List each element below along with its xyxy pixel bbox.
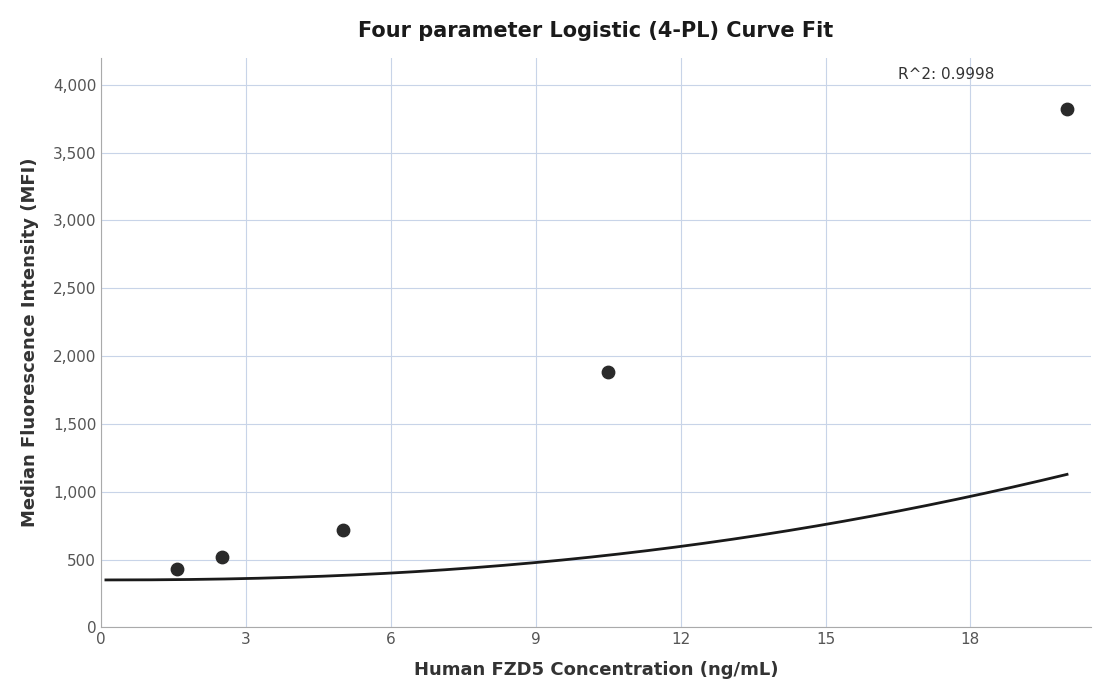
Y-axis label: Median Fluorescence Intensity (MFI): Median Fluorescence Intensity (MFI)	[21, 158, 39, 527]
Point	[1059, 104, 1076, 115]
Point	[212, 552, 230, 563]
Point	[599, 367, 617, 378]
X-axis label: Human FZD5 Concentration (ng/mL): Human FZD5 Concentration (ng/mL)	[414, 662, 778, 679]
Text: R^2: 0.9998: R^2: 0.9998	[898, 67, 994, 83]
Point	[168, 564, 186, 575]
Point	[334, 524, 351, 536]
Title: Four parameter Logistic (4-PL) Curve Fit: Four parameter Logistic (4-PL) Curve Fit	[358, 21, 834, 41]
